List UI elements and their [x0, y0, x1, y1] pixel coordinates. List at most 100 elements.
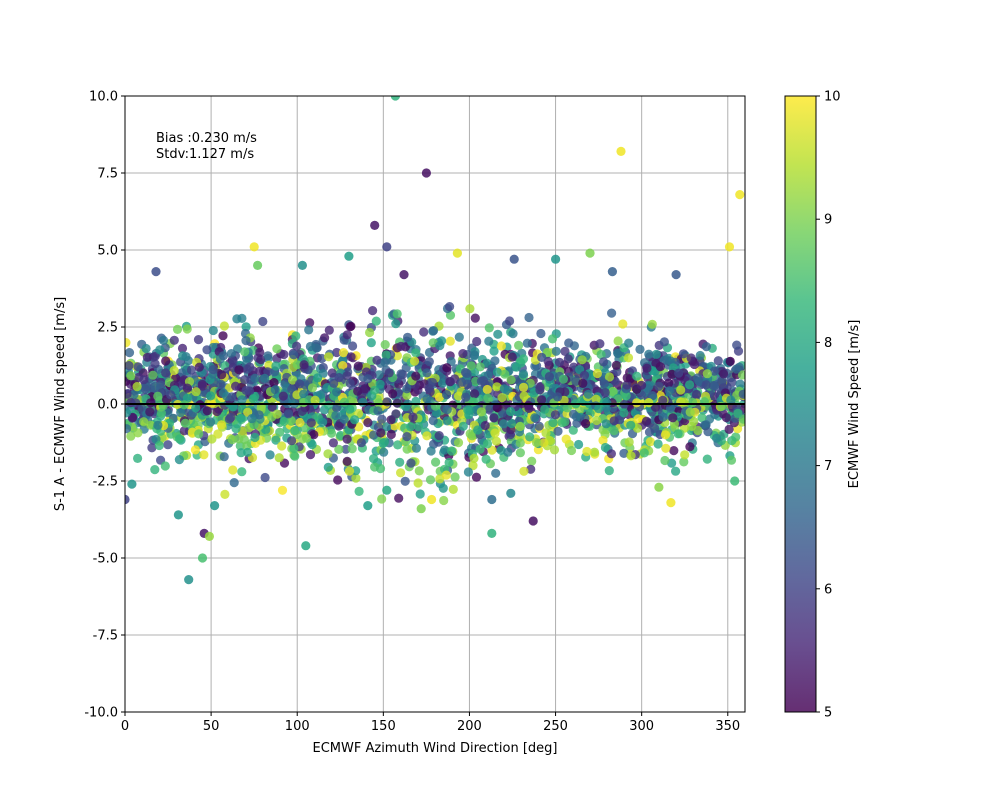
scatter-point [541, 428, 551, 438]
scatter-point-outlier [382, 242, 392, 252]
scatter-point [388, 389, 398, 399]
scatter-point [172, 324, 183, 334]
scatter-point [430, 401, 440, 411]
scatter-point [217, 370, 227, 380]
scatter-point [712, 433, 722, 443]
scatter-point-outlier [506, 488, 516, 498]
scatter-point [536, 328, 546, 339]
scatter-point [632, 398, 642, 408]
scatter-point [270, 385, 280, 395]
scatter-point [650, 423, 660, 433]
scatter-point [125, 408, 131, 418]
scatter-point [396, 341, 406, 351]
scatter-point [342, 371, 352, 381]
scatter-point [342, 456, 352, 466]
scatter-point [678, 349, 689, 359]
scatter-point [626, 451, 636, 461]
scatter-point [685, 380, 695, 390]
scatter-point [265, 450, 275, 460]
scatter-point-outlier [127, 479, 137, 489]
scatter-point [125, 361, 134, 371]
scatter-point [370, 385, 380, 395]
colorbar-tick-label: 10 [824, 90, 841, 105]
scatter-point [469, 453, 479, 463]
colorbar [784, 95, 817, 713]
scatter-point [685, 407, 695, 417]
scatter-point [125, 424, 132, 434]
scatter-point [626, 420, 636, 430]
scatter-point [472, 336, 482, 347]
scatter-point-outlier [184, 575, 194, 585]
scatter-point [332, 347, 342, 358]
scatter-point [363, 418, 373, 428]
scatter-point [583, 389, 594, 399]
scatter-point [574, 439, 584, 450]
scatter-point [659, 337, 670, 347]
scatter-point [664, 378, 674, 388]
scatter-point [379, 437, 389, 447]
scatter-point-outlier [382, 485, 392, 495]
scatter-point [241, 336, 251, 346]
scatter-point [450, 472, 460, 482]
scatter-point [598, 435, 608, 445]
scatter-point [394, 493, 404, 503]
scatter-point [146, 398, 156, 408]
scatter-point [671, 466, 681, 476]
scatter-point [250, 432, 260, 443]
scatter-point [275, 427, 285, 437]
y-tick-label: -2.5 [93, 475, 118, 490]
scatter-point [141, 343, 151, 354]
scatter-point [245, 362, 255, 372]
scatter-point [169, 335, 179, 345]
scatter-point-outlier [204, 531, 214, 542]
scatter-point-outlier [666, 498, 676, 508]
scatter-point [644, 349, 654, 359]
scatter-point [133, 428, 143, 438]
scatter-point [481, 454, 491, 464]
scatter-point [647, 319, 657, 329]
scatter-point [624, 338, 634, 348]
scatter-point [601, 419, 611, 429]
scatter-point [632, 371, 642, 381]
x-tick-label: 50 [203, 719, 220, 734]
x-tick-label: 250 [543, 719, 568, 734]
scatter-point [324, 325, 334, 335]
scatter-point [354, 486, 364, 496]
scatter-point [366, 338, 376, 348]
scatter-point-outlier [125, 494, 130, 505]
scatter-point [506, 375, 516, 385]
scatter-point [437, 378, 448, 388]
scatter-point-outlier [399, 270, 409, 280]
scatter-point [673, 429, 683, 439]
scatter-point [333, 475, 343, 485]
scatter-point [323, 449, 333, 459]
scatter-point [503, 447, 513, 457]
scatter-point [428, 326, 439, 336]
scatter-point [428, 416, 438, 426]
scatter-point [328, 438, 338, 448]
scatter-point [180, 418, 190, 428]
colorbar-tick-label: 6 [824, 582, 832, 597]
scatter-point [651, 349, 661, 359]
scatter-point [346, 321, 356, 331]
scatter-point [434, 392, 445, 402]
scatter-point [190, 445, 200, 455]
scatter-point [236, 448, 246, 458]
scatter-point [606, 449, 617, 459]
scatter-point [619, 448, 629, 458]
scatter-point [386, 429, 396, 440]
x-axis-label: ECMWF Azimuth Wind Direction [deg] [313, 741, 558, 756]
scatter-point [243, 447, 253, 457]
scatter-point [339, 414, 349, 424]
scatter-point [150, 381, 160, 391]
scatter-point [332, 403, 342, 413]
scatter-point [175, 434, 185, 444]
bias-annotation: Bias :0.230 m/s [156, 131, 257, 146]
scatter-point [608, 387, 618, 397]
scatter-point [462, 369, 472, 379]
scatter-point [227, 392, 237, 402]
scatter-point [368, 306, 378, 316]
scatter-point [475, 444, 485, 454]
scatter-point [470, 389, 480, 399]
scatter-point [560, 346, 570, 356]
